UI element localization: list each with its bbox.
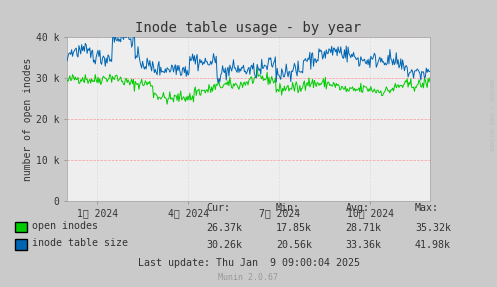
Y-axis label: number of open inodes: number of open inodes [23, 57, 33, 181]
Text: inode table size: inode table size [32, 238, 128, 248]
Title: Inode table usage - by year: Inode table usage - by year [136, 21, 361, 35]
Text: RRDTOOL / TOBI OETIKER: RRDTOOL / TOBI OETIKER [489, 79, 494, 151]
Text: Min:: Min: [276, 203, 300, 213]
Text: Avg:: Avg: [345, 203, 369, 213]
Text: 41.98k: 41.98k [415, 240, 451, 250]
Text: 17.85k: 17.85k [276, 223, 312, 233]
Text: 20.56k: 20.56k [276, 240, 312, 250]
Text: Last update: Thu Jan  9 09:00:04 2025: Last update: Thu Jan 9 09:00:04 2025 [138, 258, 359, 268]
Text: Munin 2.0.67: Munin 2.0.67 [219, 273, 278, 282]
Text: 30.26k: 30.26k [206, 240, 242, 250]
Text: 26.37k: 26.37k [206, 223, 242, 233]
Text: 28.71k: 28.71k [345, 223, 381, 233]
Text: 35.32k: 35.32k [415, 223, 451, 233]
Text: open inodes: open inodes [32, 221, 98, 231]
Text: Cur:: Cur: [206, 203, 230, 213]
Text: 33.36k: 33.36k [345, 240, 381, 250]
Text: Max:: Max: [415, 203, 439, 213]
